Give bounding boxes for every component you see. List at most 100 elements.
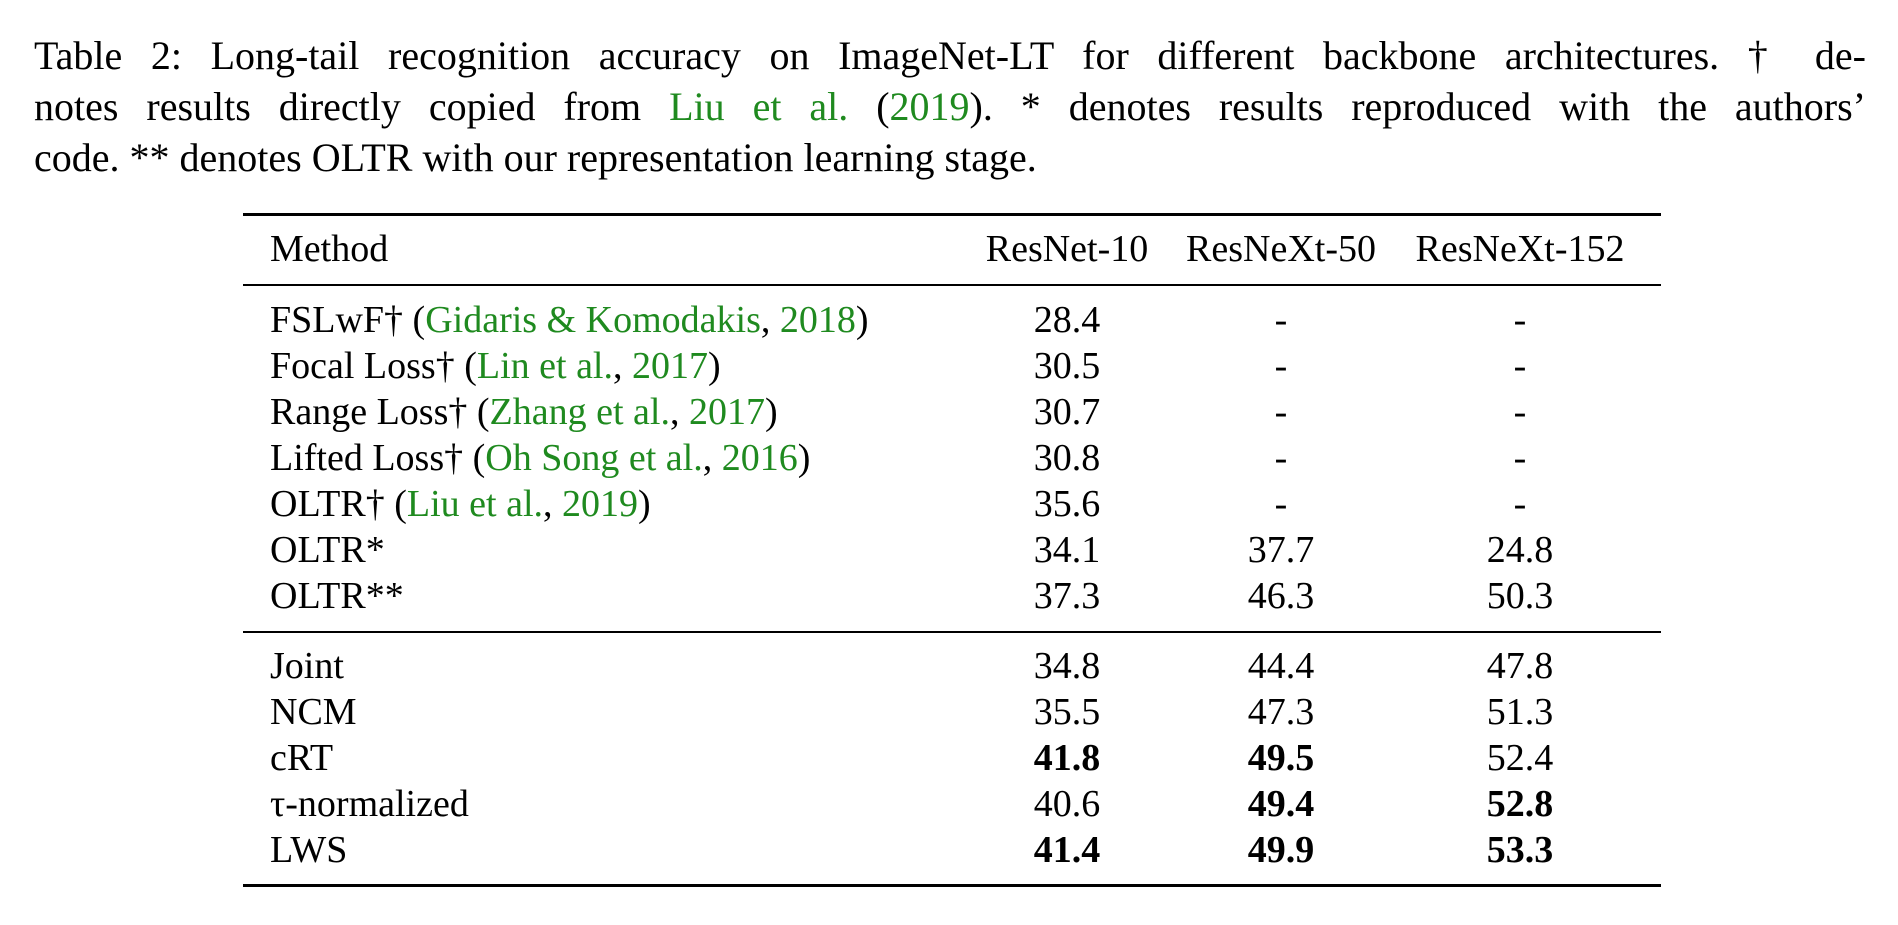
caption-text: ). * denotes results reproduced with the… [969,84,1866,129]
method-text: , [669,391,689,433]
caption-text: ( [848,84,890,129]
method-cell: Joint [270,643,344,689]
value-cell: 37.7 [1247,529,1315,571]
value-cell: 51.3 [1486,691,1554,733]
value-cell: 47.3 [1247,691,1315,733]
method-cell: τ-normalized [270,781,469,827]
value-cell: - [1274,299,1288,341]
value-cell: 49.4 [1247,783,1315,825]
citation-link: Liu et al. [669,84,849,129]
method-text: FSLwF† ( [270,299,426,341]
method-text: ) [797,437,811,479]
method-text: NCM [270,691,357,733]
method-cell: LWS [270,827,347,873]
caption-text: Table 2: Long-tail recognition accuracy … [34,33,1866,78]
citation-link: Gidaris & Komodakis [425,299,761,341]
value-cell: 49.5 [1247,737,1315,779]
method-text: Range Loss† ( [270,391,490,433]
value-cell: 28.4 [1033,299,1101,341]
group-rule [243,631,1661,633]
value-cell: - [1513,391,1527,433]
caption-text: notes results directly copied from [34,84,670,129]
method-text: LWS [270,829,348,871]
value-cell: - [1274,345,1288,387]
method-cell: OLTR† (Liu et al., 2019) [270,481,651,527]
method-text: , [702,437,722,479]
method-text: Focal Loss† ( [270,345,477,387]
method-cell: cRT [270,735,333,781]
value-cell: 47.8 [1486,645,1554,687]
method-text: ) [638,483,651,525]
value-cell: 37.3 [1033,575,1101,617]
citation-link: 2017 [688,391,765,433]
method-text: , [613,345,632,387]
value-cell: - [1274,483,1288,525]
method-cell: OLTR** [270,573,404,619]
method-text: Lifted Loss† ( [270,437,486,479]
value-cell: - [1513,345,1527,387]
header-cell: ResNet-10 [985,228,1149,270]
citation-link: 2018 [779,299,856,341]
method-text: τ-normalized [270,783,469,825]
method-cell: Range Loss† (Zhang et al., 2017) [270,389,778,435]
method-text: ) [764,391,778,433]
citation-link: Zhang et al. [489,391,670,433]
caption-line: code. ** denotes OLTR with our represent… [34,132,1866,183]
value-cell: 30.5 [1033,345,1101,387]
value-cell: - [1274,391,1288,433]
value-cell: 24.8 [1486,529,1554,571]
method-cell: FSLwF† (Gidaris & Komodakis, 2018) [270,297,869,343]
value-cell: 30.8 [1033,437,1101,479]
method-text: ) [855,299,869,341]
method-text: , [760,299,780,341]
value-cell: - [1513,483,1527,525]
top-rule [243,213,1661,216]
value-cell: 41.8 [1033,737,1101,779]
citation-link: 2016 [721,437,798,479]
value-cell: 40.6 [1033,783,1101,825]
value-cell: 34.1 [1033,529,1101,571]
header-cell: ResNeXt-152 [1415,228,1625,270]
citation-link: 2019 [889,84,970,129]
value-cell: - [1513,299,1527,341]
caption-line: Table 2: Long-tail recognition accuracy … [34,30,1866,81]
caption-line: notes results directly copied from Liu e… [34,81,1866,132]
value-cell: 50.3 [1486,575,1554,617]
value-cell: 30.7 [1033,391,1101,433]
method-cell: Lifted Loss† (Oh Song et al., 2016) [270,435,810,481]
header-cell: ResNeXt-50 [1186,228,1376,270]
method-text: , [543,483,563,525]
citation-link: 2019 [562,483,639,525]
value-cell: 34.8 [1033,645,1101,687]
caption-text: code. ** denotes OLTR with our represent… [34,135,1037,180]
value-cell: - [1513,437,1527,479]
caption: Table 2: Long-tail recognition accuracy … [34,30,1866,183]
value-cell: 44.4 [1247,645,1315,687]
citation-link: 2017 [632,345,708,387]
method-cell: OLTR* [270,527,385,573]
header-cell: Method [270,228,389,270]
value-cell: 35.6 [1033,483,1101,525]
value-cell: 35.5 [1033,691,1101,733]
value-cell: 41.4 [1033,829,1101,871]
citation-link: Oh Song et al. [485,437,703,479]
value-cell: 46.3 [1247,575,1315,617]
method-text: OLTR** [270,575,404,617]
citation-link: Lin et al. [476,345,613,387]
citation-link: Liu et al. [406,483,544,525]
method-text: OLTR† ( [270,483,407,525]
header-rule [243,284,1661,286]
method-cell: NCM [270,689,357,735]
value-cell: 49.9 [1247,829,1315,871]
method-text: OLTR* [270,529,385,571]
bottom-rule [243,884,1661,887]
value-cell: - [1274,437,1288,479]
method-cell: Focal Loss† (Lin et al., 2017) [270,343,721,389]
value-cell: 52.4 [1486,737,1554,779]
value-cell: 52.8 [1486,783,1554,825]
method-text: ) [708,345,721,387]
method-text: Joint [270,645,344,687]
method-text: cRT [270,737,334,779]
value-cell: 53.3 [1486,829,1554,871]
